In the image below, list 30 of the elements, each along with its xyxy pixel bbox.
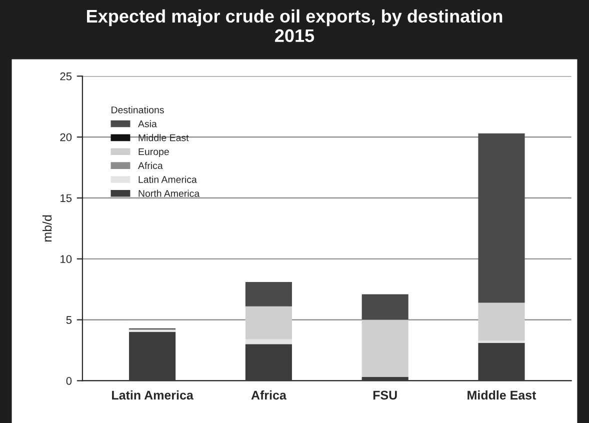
y-tick-label: 20 bbox=[60, 133, 72, 142]
bar bbox=[245, 344, 292, 381]
bar bbox=[362, 320, 408, 378]
bar bbox=[478, 133, 525, 303]
bar bbox=[129, 332, 176, 381]
bar bbox=[245, 306, 292, 340]
bar bbox=[478, 342, 525, 381]
legend-label: North America bbox=[138, 190, 200, 197]
bar bbox=[362, 294, 408, 320]
x-tick-label: FSU bbox=[373, 390, 397, 400]
y-tick-label: 25 bbox=[60, 72, 72, 80]
bar bbox=[245, 339, 292, 344]
bar bbox=[362, 377, 408, 381]
x-tick-label: Africa bbox=[251, 390, 286, 400]
y-axis-title: mb/d bbox=[42, 215, 52, 242]
legend-label: Latin America bbox=[138, 176, 197, 183]
chart-title: Expected major crude oil exports, by destination 2015 bbox=[87, 9, 502, 42]
legend-title: Destinations bbox=[112, 106, 164, 114]
y-tick-label: 10 bbox=[60, 255, 72, 264]
x-tick-label: Middle East bbox=[468, 390, 536, 400]
legend-label: Europe bbox=[138, 148, 169, 158]
legend-label: Asia bbox=[138, 120, 157, 128]
legend-label: Africa bbox=[138, 162, 163, 170]
y-tick-label: 5 bbox=[66, 316, 72, 324]
legend-label: Middle East bbox=[138, 134, 189, 142]
y-tick-label: 0 bbox=[66, 376, 72, 385]
y-tick-label: 15 bbox=[60, 194, 72, 202]
x-tick-label: Latin America bbox=[112, 390, 194, 400]
bar bbox=[245, 282, 292, 306]
bar bbox=[478, 302, 525, 340]
